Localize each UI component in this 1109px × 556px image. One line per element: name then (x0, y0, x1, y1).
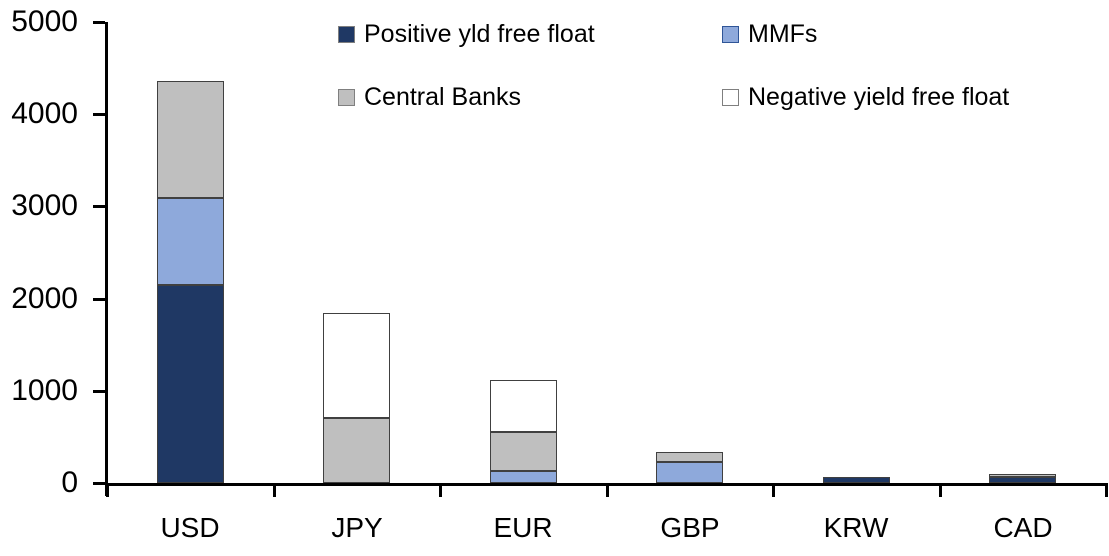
legend-label-central-banks: Central Banks (364, 83, 522, 111)
bar-segment-EUR-negative-yield-free-float (490, 380, 557, 432)
y-axis-tick (93, 113, 105, 116)
x-axis-label-JPY: JPY (331, 512, 383, 543)
legend-swatch-3 (722, 88, 739, 106)
legend-item-positive-yld-free-float: Positive yld free float (338, 21, 595, 47)
bar-segment-KRW-positive-yld-free-float (823, 477, 890, 483)
x-axis-tick (106, 483, 109, 497)
bar-segment-CAD-central-banks (989, 474, 1056, 477)
x-axis-tick (273, 483, 276, 497)
y-axis-tick (93, 390, 105, 393)
y-axis-tick (93, 482, 105, 485)
y-axis-tick (93, 298, 105, 301)
x-axis-tick (439, 483, 442, 497)
bar-segment-EUR-central-banks (490, 432, 557, 471)
x-axis-tick (1105, 483, 1108, 497)
x-axis-tick (606, 483, 609, 497)
y-axis-tick-label: 2000 (11, 282, 78, 315)
x-axis-tick (772, 483, 775, 497)
y-axis-tick-label: 0 (61, 466, 78, 499)
x-axis-label-KRW: KRW (823, 512, 889, 543)
bar-segment-USD-central-banks (157, 81, 224, 198)
y-axis-tick (93, 21, 105, 24)
bar-segment-USD-positive-yld-free-float (157, 285, 224, 483)
x-axis-label-GBP: GBP (660, 512, 720, 543)
y-axis-tick (93, 205, 105, 208)
y-axis-tick-label: 1000 (11, 374, 78, 407)
y-axis-line (105, 22, 108, 496)
legend-label-negative-yield-free-float: Negative yield free float (748, 83, 1010, 111)
x-axis-line (105, 483, 1106, 486)
legend-label-mmfs: MMFs (748, 20, 818, 48)
bar-segment-JPY-negative-yield-free-float (323, 313, 390, 418)
legend-item-mmfs: MMFs (722, 21, 817, 47)
bar-segment-CAD-positive-yld-free-float (989, 477, 1056, 483)
bar-segment-GBP-mmfs (656, 462, 723, 483)
legend-swatch-0 (338, 25, 355, 43)
x-axis-label-EUR: EUR (493, 512, 553, 543)
bar-segment-EUR-mmfs (490, 471, 557, 483)
legend-item-central-banks: Central Banks (338, 84, 521, 110)
x-axis-tick (939, 483, 942, 497)
bar-segment-USD-mmfs (157, 198, 224, 285)
x-axis-label-USD: USD (160, 512, 220, 543)
legend-swatch-2 (338, 88, 355, 106)
y-axis-tick-label: 3000 (11, 189, 78, 222)
bar-segment-JPY-central-banks (323, 418, 390, 483)
x-axis-label-CAD: CAD (993, 512, 1053, 543)
bar-segment-GBP-central-banks (656, 452, 723, 462)
legend-swatch-1 (722, 25, 739, 43)
legend-item-negative-yield-free-float: Negative yield free float (722, 84, 1009, 110)
legend-label-positive-yld-free-float: Positive yld free float (364, 20, 595, 48)
y-axis-tick-label: 4000 (11, 97, 78, 130)
y-axis-tick-label: 5000 (11, 5, 78, 38)
